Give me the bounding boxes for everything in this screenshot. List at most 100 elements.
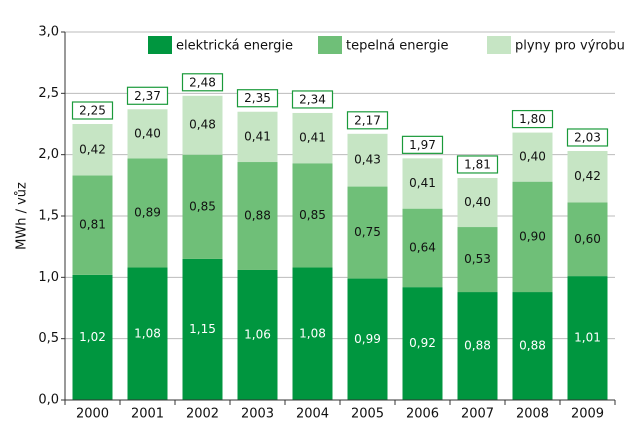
value-label: 0,88 bbox=[464, 339, 491, 353]
legend-swatch bbox=[318, 36, 342, 54]
value-label: 0,41 bbox=[409, 176, 436, 190]
total-box bbox=[511, 109, 554, 129]
value-label: 1,01 bbox=[574, 331, 601, 345]
bar-segment bbox=[237, 269, 278, 400]
bar-segment bbox=[512, 132, 553, 182]
total-label: 2,48 bbox=[189, 75, 216, 89]
y-tick-label: 0,0 bbox=[38, 393, 59, 408]
bar-segment bbox=[72, 124, 113, 176]
bar-segment bbox=[402, 208, 443, 288]
total-box bbox=[346, 111, 389, 130]
value-label: 0,40 bbox=[519, 150, 546, 164]
value-label: 0,41 bbox=[299, 131, 326, 145]
bar-segment bbox=[182, 154, 223, 259]
bar-segment bbox=[237, 162, 278, 270]
x-tick-label: 2004 bbox=[296, 407, 329, 421]
bar-segment bbox=[347, 278, 388, 400]
total-box bbox=[456, 155, 499, 174]
total-box bbox=[71, 101, 114, 120]
value-label: 0,85 bbox=[299, 208, 326, 222]
y-tick-label: 0,5 bbox=[38, 331, 59, 346]
value-label: 0,41 bbox=[244, 129, 271, 143]
value-label: 0,90 bbox=[519, 229, 546, 243]
value-label: 0,40 bbox=[134, 126, 161, 140]
x-tick-label: 2003 bbox=[241, 407, 274, 421]
bar-segment bbox=[182, 95, 223, 155]
total-box bbox=[291, 90, 334, 109]
y-tick-label: 1,0 bbox=[38, 270, 59, 285]
bar-segment bbox=[567, 150, 608, 203]
x-tick-label: 2005 bbox=[351, 407, 384, 421]
value-label: 0,88 bbox=[244, 209, 271, 223]
value-label: 0,53 bbox=[464, 252, 491, 266]
x-tick-label: 2006 bbox=[406, 407, 439, 421]
bar-segment bbox=[567, 202, 608, 277]
total-box bbox=[401, 135, 444, 154]
bar-segment bbox=[567, 276, 608, 400]
legend-label: tepelná energie bbox=[346, 39, 449, 54]
x-tick-label: 2008 bbox=[516, 407, 549, 421]
total-label: 1,97 bbox=[409, 138, 436, 152]
value-label: 1,08 bbox=[134, 326, 161, 340]
y-tick-label: 2,5 bbox=[38, 86, 59, 101]
bar-segment bbox=[457, 177, 498, 228]
bar-segment bbox=[127, 109, 168, 159]
bar-segment bbox=[402, 158, 443, 209]
legend-swatch bbox=[487, 36, 511, 54]
bar-segment bbox=[72, 274, 113, 400]
x-tick-label: 2000 bbox=[76, 407, 109, 421]
bar-segment bbox=[512, 181, 553, 293]
value-label: 1,02 bbox=[79, 330, 106, 344]
value-label: 0,43 bbox=[354, 153, 381, 167]
total-label: 2,34 bbox=[299, 92, 326, 106]
legend-label: elektrická energie bbox=[176, 39, 293, 54]
bar-segment bbox=[347, 186, 388, 279]
x-tick-label: 2001 bbox=[131, 407, 164, 421]
bar-segment bbox=[347, 133, 388, 187]
value-label: 0,48 bbox=[189, 118, 216, 132]
total-label: 1,81 bbox=[464, 157, 491, 171]
bar-segment bbox=[512, 292, 553, 400]
value-label: 1,15 bbox=[189, 322, 216, 336]
value-label: 0,89 bbox=[134, 205, 161, 219]
value-label: 1,06 bbox=[244, 327, 271, 341]
legend-label: plyny pro výrobu bbox=[515, 39, 625, 54]
value-label: 0,42 bbox=[79, 142, 106, 156]
bar-segment bbox=[127, 267, 168, 400]
total-label: 2,37 bbox=[134, 89, 161, 103]
value-label: 0,81 bbox=[79, 218, 106, 232]
y-tick-label: 1,5 bbox=[38, 209, 59, 224]
x-tick-label: 2007 bbox=[461, 407, 494, 421]
value-label: 0,60 bbox=[574, 232, 601, 246]
value-label: 0,92 bbox=[409, 336, 436, 350]
y-tick-label: 2,0 bbox=[38, 147, 59, 162]
total-label: 2,03 bbox=[574, 130, 601, 144]
x-tick-label: 2009 bbox=[571, 407, 604, 421]
total-box bbox=[126, 86, 169, 105]
total-box bbox=[236, 89, 279, 108]
bar-segment bbox=[127, 158, 168, 268]
bar-segment bbox=[402, 287, 443, 400]
total-label: 2,17 bbox=[354, 113, 381, 127]
bar-segment bbox=[457, 292, 498, 400]
value-label: 0,64 bbox=[409, 240, 436, 254]
bar-segment bbox=[237, 111, 278, 163]
bar-segment bbox=[182, 258, 223, 400]
value-label: 0,88 bbox=[519, 339, 546, 353]
y-tick-label: 3,0 bbox=[38, 25, 59, 40]
value-label: 0,42 bbox=[574, 169, 601, 183]
x-tick-label: 2002 bbox=[186, 407, 219, 421]
value-label: 0,85 bbox=[189, 199, 216, 213]
legend-swatch bbox=[148, 36, 172, 54]
value-label: 1,08 bbox=[299, 326, 326, 340]
total-box bbox=[181, 73, 224, 92]
value-label: 0,99 bbox=[354, 332, 381, 346]
total-label: 2,25 bbox=[79, 104, 106, 118]
total-label: 2,35 bbox=[244, 91, 271, 105]
bar-segment bbox=[457, 227, 498, 293]
value-label: 0,40 bbox=[464, 195, 491, 209]
bar-segment bbox=[292, 112, 333, 164]
total-label: 1,80 bbox=[519, 112, 546, 126]
bar-segment bbox=[72, 175, 113, 275]
